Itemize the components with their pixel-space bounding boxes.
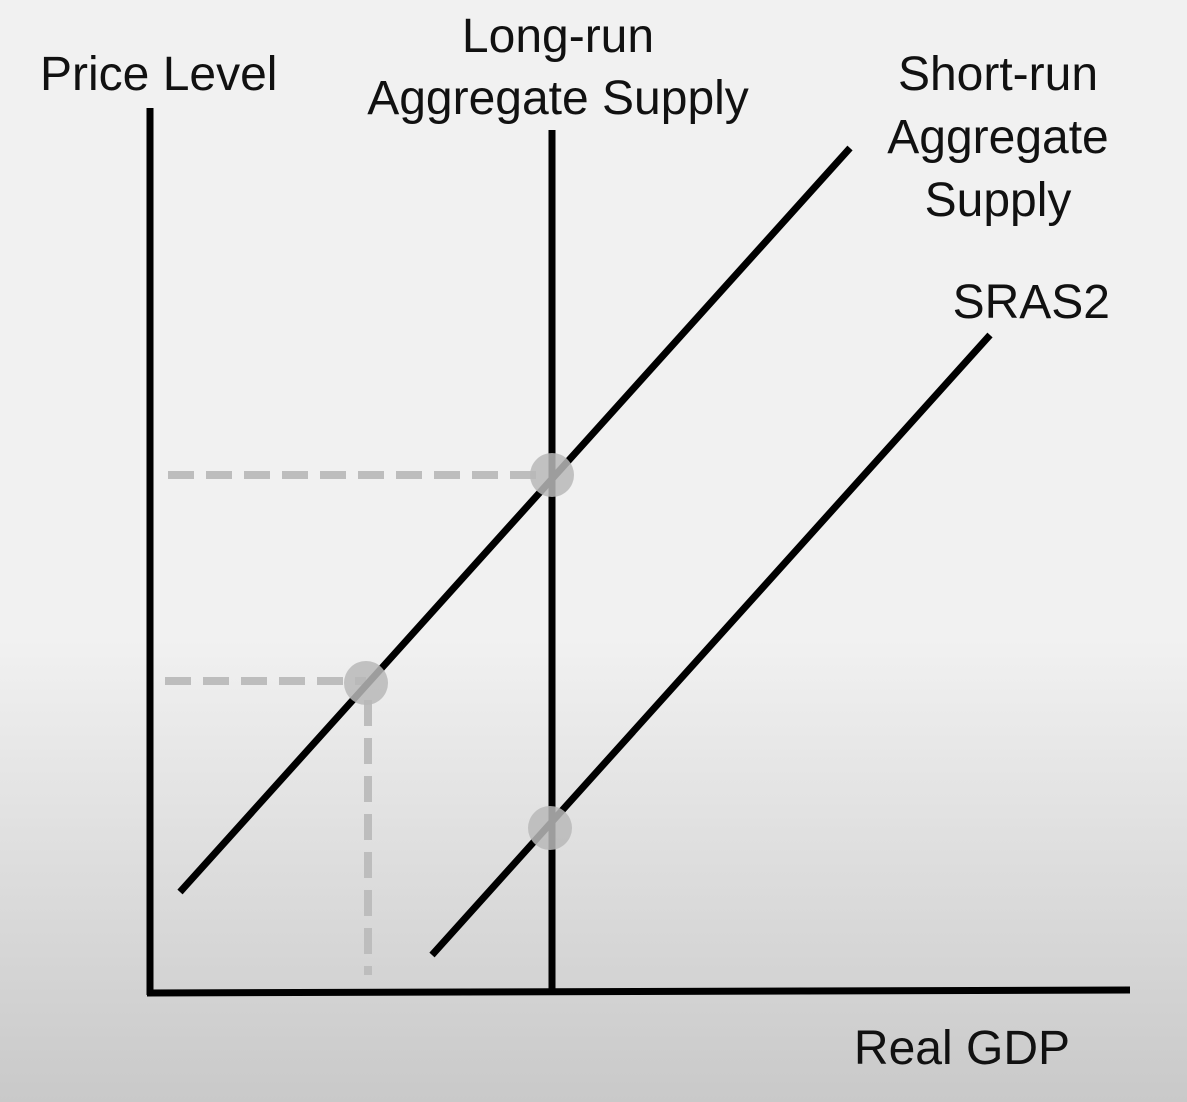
y-axis-label: Price Level [40, 48, 277, 101]
sras2-line [429, 332, 993, 958]
lras-label-line2: Aggregate Supply [367, 72, 749, 125]
x-axis-label: Real GDP [854, 1022, 1070, 1075]
lras-label-line1: Long-run [462, 10, 654, 63]
sras-label-line2: Aggregate [887, 111, 1109, 164]
x-axis [146, 986, 1131, 997]
equilibrium-point-high [530, 453, 574, 497]
sras-line [177, 145, 853, 895]
equilibrium-point-low [344, 661, 388, 705]
sras2-label: SRAS2 [953, 276, 1110, 329]
sras-label-line1: Short-run [898, 48, 1098, 101]
equilibrium-point-sras2 [528, 806, 572, 850]
sras-label-line3: Supply [925, 174, 1072, 227]
